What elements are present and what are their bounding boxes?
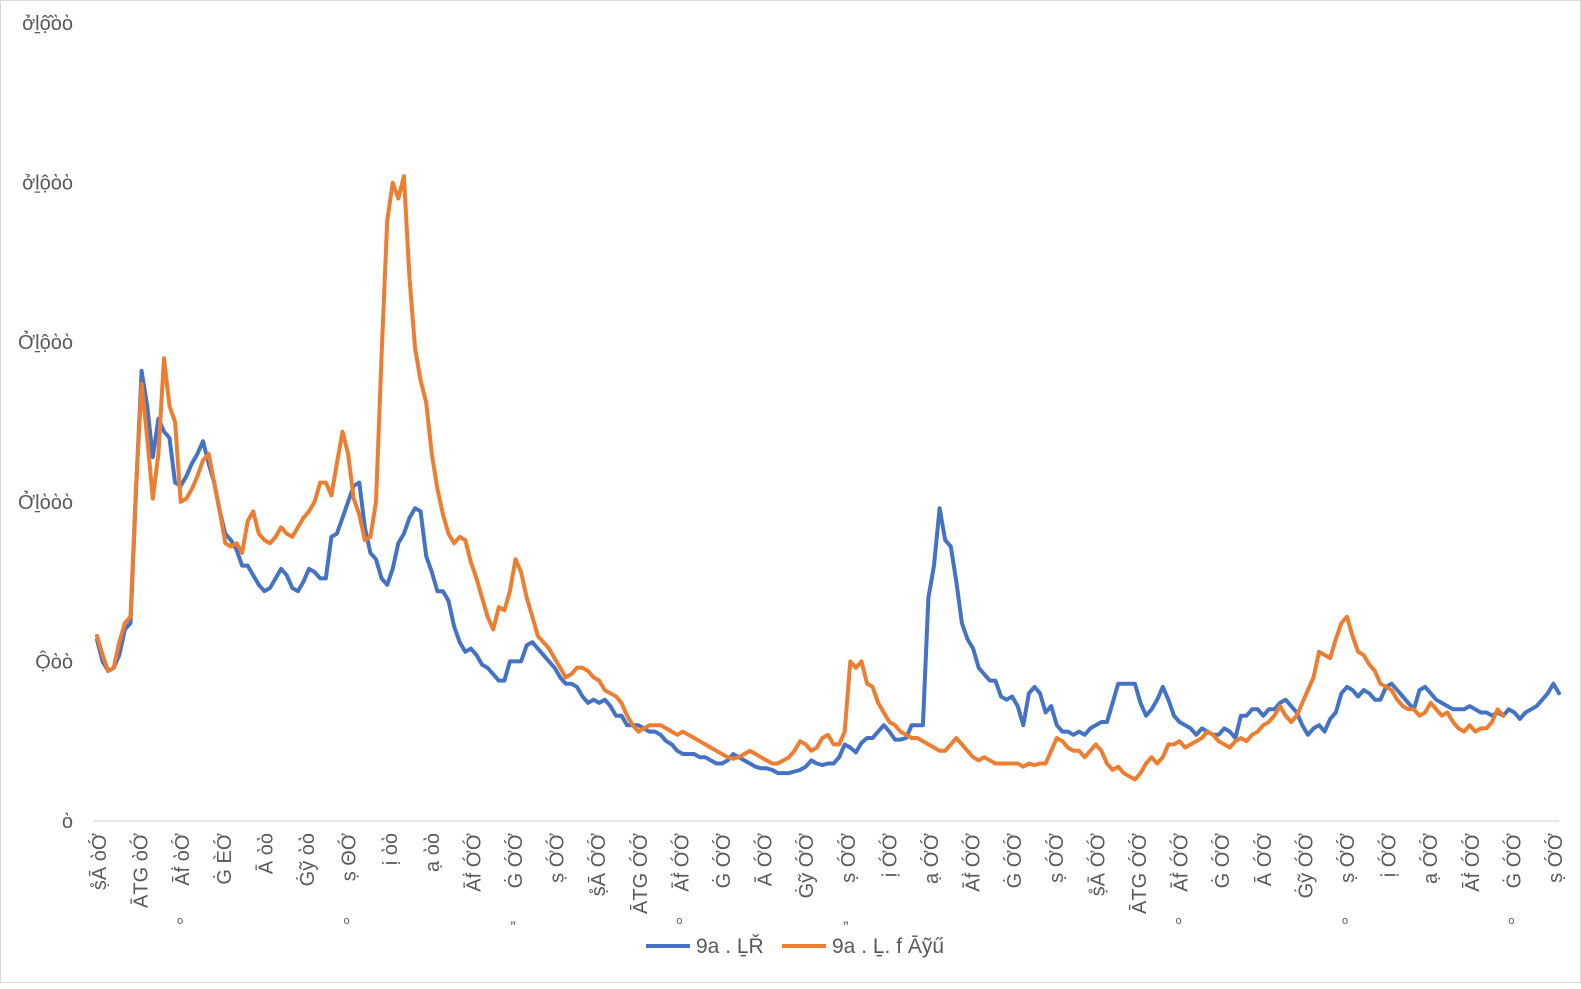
x-tick-label: ṣ ΘỚ [338, 833, 361, 881]
x-tick-label: ĀTG ỚỚ [1128, 833, 1151, 914]
y-tick-label: ởḻộὸὸ [22, 173, 73, 195]
x-tick-sublabel: ₒ [177, 910, 183, 927]
x-tick-label: ṣ̊Ā ὸỚ [88, 833, 111, 890]
x-tick-label: ị ỚỚ [878, 833, 901, 877]
x-tick-label: ṣ ỚỚ [1045, 833, 1068, 883]
x-axis-labels: ṣ̊Ā ὸỚ ĀTG ὸỚ Āḟ ὸỚ Ġ ÈỚ Ā ὸὸ Ġỹ ὸὸ ṣ ΘỚ ị ὸὸ ạ … [88, 833, 1567, 927]
x-tick-label: Ā ỚỚ [1253, 833, 1276, 886]
x-tick-label: ṣ ỚỚ [837, 833, 860, 883]
x-tick-sublabel: ₒ [344, 910, 350, 927]
x-tick-label: ĀTG ὸỚ [130, 833, 153, 908]
x-tick-label: Āḟ ỚỚ [1461, 833, 1484, 892]
x-tick-label: Ġ ỚỚ [1502, 833, 1525, 888]
legend: 9a . ḺŘ 9a . Ḻ. f Āỹű [646, 935, 944, 958]
y-tick-label: Ộὸὸ [35, 650, 73, 673]
x-tick-label: Ġỹ ὸὸ [296, 833, 319, 886]
y-tick-label: Ởḻộὸὸ [18, 330, 73, 354]
x-tick-label: Ġ ỚỚ [504, 833, 527, 888]
x-tick-label: ạ ὸὸ [422, 833, 444, 872]
series-layer [95, 174, 1561, 782]
x-tick-label: ṣ̊Ā ỚỚ [1086, 833, 1109, 896]
x-tick-sublabel: ₒ [1342, 910, 1348, 927]
x-tick-label: ṣ ỚỚ [1336, 833, 1359, 883]
x-tick-sublabel: „ [843, 910, 848, 927]
series-line-2 [95, 174, 1506, 782]
x-tick-label: ṣ̊Ā ỚỚ [587, 833, 610, 896]
x-tick-sublabel: ₒ [676, 910, 682, 927]
x-tick-label: Ġỹ ỚỚ [1294, 833, 1317, 898]
x-tick-sublabel: „ [510, 910, 515, 927]
legend-label-1: 9a . ḺŘ [696, 935, 764, 958]
y-tick-label: ὸ [62, 811, 73, 833]
x-tick-label: ị ỚỚ [1378, 833, 1401, 877]
x-tick-sublabel: ₒ [1508, 910, 1514, 927]
x-tick-sublabel: ₒ [1176, 910, 1182, 927]
x-tick-label: ṣ ỚỚ [1544, 833, 1567, 883]
series-line-1 [95, 368, 1561, 776]
x-tick-label: Ā ỚỚ [754, 833, 777, 886]
x-tick-label: Ġ ỚỚ [1211, 833, 1234, 888]
x-tick-label: Āḟ ỚỚ [1170, 833, 1193, 892]
x-tick-label: Ġ ÈỚ [213, 833, 236, 885]
y-axis-labels: ὸ Ộὸὸ Ởḻὸὸὸ Ởḻộὸὸ ởḻộὸὸ ởḻộ̂ὸὸ [18, 13, 73, 833]
x-tick-label: Āḟ ὸỚ [171, 833, 194, 886]
x-tick-label: Ġỹ ỚỚ [795, 833, 818, 898]
x-tick-label: ị ὸὸ [380, 833, 402, 865]
x-tick-label: Ā ὸὸ [254, 833, 277, 874]
y-tick-label: ởḻộ̂ὸὸ [22, 13, 73, 35]
x-tick-label: ạ ỚỚ [920, 833, 943, 884]
y-tick-label: Ởḻὸὸὸ [18, 490, 73, 514]
legend-label-2: 9a . Ḻ. f Āỹű [832, 935, 944, 958]
x-tick-label: ĀTG ỚỚ [629, 833, 652, 914]
x-tick-label: ṣ ỚỚ [546, 833, 569, 883]
x-tick-label: Ġ ỚỚ [1003, 833, 1026, 888]
x-tick-label: ạ ỚỚ [1419, 833, 1442, 884]
x-tick-label: Ġ ỚỚ [712, 833, 735, 888]
x-tick-label: Āḟ ỚỚ [962, 833, 985, 892]
x-tick-label: Āḟ ỚỚ [670, 833, 693, 892]
x-tick-label: Āḟ ỚỚ [462, 833, 485, 892]
